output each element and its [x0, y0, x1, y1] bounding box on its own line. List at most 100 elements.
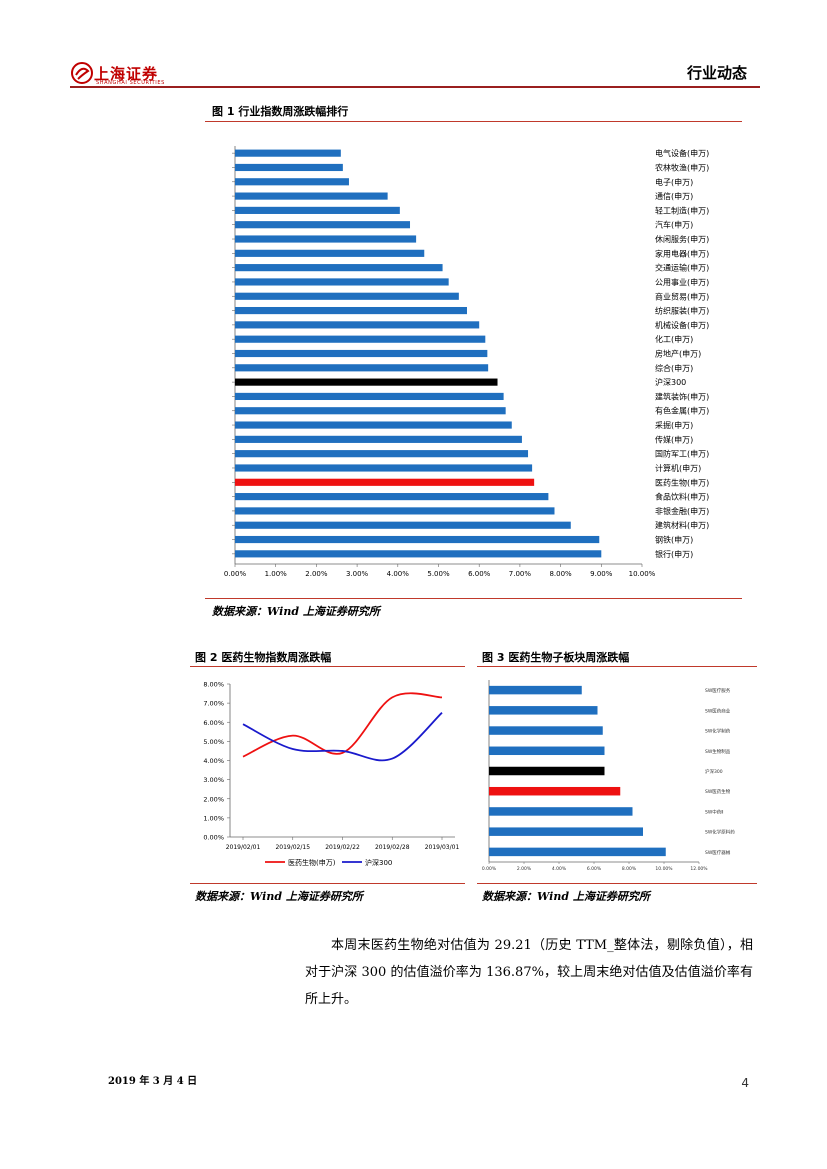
fig3-bottom-rule [477, 883, 757, 884]
fig1-category-label: 轻工制造(申万) [655, 205, 709, 215]
fig1-x-tick-label: 3.00% [346, 570, 369, 578]
fig1-category-label: 银行(申万) [655, 549, 693, 559]
fig1-bar [235, 407, 506, 415]
fig2-legend-label: 沪深300 [365, 858, 392, 867]
fig1-bar [235, 421, 512, 429]
fig1-bar [235, 493, 549, 501]
fig1-x-tick-label: 4.00% [387, 570, 410, 578]
fig1-category-label: 医药生物(申万) [655, 477, 709, 487]
paragraph-text: 本周末医药生物绝对估值为 29.21（历史 TTM_整体法，剔除负值），相对于沪… [305, 938, 753, 1007]
fig1-bar [235, 450, 529, 458]
fig1-chart: 电气设备(申万) 农林牧渔(申万) 电子(申万) 通信(申万) 轻工制造(申万) 汽车(申… [224, 146, 709, 578]
fig1-category-label: 建筑装饰(申万) [655, 391, 709, 401]
fig2-title: 图 2 医药生物指数周涨跌幅 [195, 651, 332, 664]
fig1-category-label: 通信(申万) [655, 191, 693, 201]
fig2-source: 数据来源：Wind 上海证券研究所 [195, 890, 363, 903]
fig3-category-label: SW生物制品 [705, 748, 731, 755]
fig1-category-label: 汽车(申万) [655, 220, 693, 230]
fig3-x-tick-label: 0.00% [482, 866, 497, 872]
fig2-series-line [242, 712, 443, 762]
fig3-source: 数据来源：Wind 上海证券研究所 [482, 890, 650, 903]
fig1-bar [235, 221, 411, 229]
fig1-bottom-rule [205, 598, 742, 599]
fig3-x-tick-label: 8.00% [622, 866, 637, 872]
fig1-category-label: 公用事业(申万) [655, 277, 709, 287]
fig1-category-label: 农林牧渔(申万) [655, 162, 709, 172]
fig3-x-tick-label: 10.00% [655, 866, 673, 872]
logo-subtext: SHANGHAI SECURITIES [96, 80, 165, 86]
fig1-x-tick-label: 7.00% [509, 570, 532, 578]
fig3-bar [489, 706, 598, 715]
fig2-x-tick-label: 2019/02/22 [325, 844, 360, 851]
header-title: 行业动态 [686, 64, 747, 82]
fig3-category-label: SW医药商业 [705, 707, 731, 714]
fig1-bar [235, 278, 449, 286]
fig3-category-label: SW医疗服务 [705, 687, 731, 694]
fig1-bar [235, 392, 504, 401]
fig1-category-label: 计算机(申万) [655, 463, 701, 473]
fig1-category-label: 交通运输(申万) [655, 263, 709, 273]
company-logo: 上海证券 SHANGHAI SECURITIES [70, 60, 170, 88]
fig1-category-label: 化工(申万) [655, 334, 693, 344]
fig1-x-tick-label: 6.00% [468, 570, 491, 578]
fig3-bar [489, 685, 582, 695]
fig1-category-label: 家用电器(申万) [655, 248, 709, 258]
fig1-x-tick-label: 1.00% [265, 570, 288, 578]
fig1-category-label: 有色金属(申万) [655, 406, 709, 416]
fig2-y-tick-label: 5.00% [203, 738, 224, 746]
fig1-category-label: 钢铁(申万) [655, 535, 693, 545]
fig3-category-label: SW医药生物 [705, 788, 731, 795]
fig1-category-label: 电子(申万) [655, 177, 693, 187]
fig1-category-label: 休闲服务(申万) [655, 234, 709, 244]
fig1-bar [235, 364, 489, 372]
fig1-x-tick-label: 2.00% [305, 570, 328, 578]
fig2-chart: 0.00% 1.00% 2.00% 3.00% 4.00% 5.00% 6.00% 7.00%… [203, 681, 460, 868]
fig3-bar [489, 726, 603, 735]
fig3-x-tick-label: 12.00% [690, 866, 708, 872]
body-paragraph: 本周末医药生物绝对估值为 29.21（历史 TTM_整体法，剔除负值），相对于沪… [305, 932, 753, 1013]
fig2-x-tick-label: 2019/03/01 [425, 844, 460, 851]
fig2-x-tick-label: 2019/02/28 [375, 844, 410, 851]
fig3-bar [489, 766, 605, 776]
fig3-category-label: SW化学原料药 [705, 829, 735, 836]
fig3-x-tick-label: 2.00% [517, 866, 532, 872]
fig1-bar [235, 507, 555, 515]
fig1-category-label: 商业贸易(申万) [655, 291, 709, 301]
fig1-bar [235, 321, 480, 329]
fig1-top-rule [205, 121, 742, 122]
fig1-category-label: 沪深300 [655, 377, 686, 387]
fig1-category-label: 国防军工(申万) [655, 449, 709, 459]
fig2-y-tick-label: 7.00% [203, 700, 224, 708]
fig1-bar [235, 178, 349, 186]
fig2-y-tick-label: 3.00% [203, 776, 224, 784]
fig3-x-tick-label: 6.00% [587, 866, 602, 872]
fig2-y-tick-label: 2.00% [203, 795, 224, 803]
fig2-y-tick-label: 1.00% [203, 814, 224, 822]
fig1-bar [235, 192, 388, 200]
fig3-title: 图 3 医药生物子板块周涨跌幅 [482, 651, 630, 664]
fig1-category-label: 机械设备(申万) [655, 320, 709, 330]
fig1-bar [235, 235, 417, 243]
fig1-category-label: 食品饮料(申万) [655, 492, 709, 502]
fig2-x-tick-label: 2019/02/01 [226, 844, 261, 851]
fig3-category-label: SW化学制药 [705, 728, 731, 735]
fig2-y-tick-label: 6.00% [203, 719, 224, 727]
fig3-x-tick-label: 4.00% [552, 866, 567, 872]
fig1-bar [235, 435, 522, 443]
fig1-bar [235, 249, 425, 257]
fig3-bar [489, 807, 633, 816]
fig1-bar [235, 550, 602, 558]
fig1-bar [235, 378, 498, 386]
fig2-y-tick-label: 4.00% [203, 757, 224, 765]
fig1-bar [235, 535, 600, 544]
fig1-bar [235, 292, 459, 300]
fig3-top-rule [477, 666, 757, 667]
fig1-bar [235, 464, 533, 472]
fig1-category-label: 建筑材料(申万) [655, 520, 709, 530]
fig1-category-label: 采掘(申万) [655, 420, 693, 430]
fig3-bar [489, 847, 666, 857]
fig3-category-label: SW中药Ⅱ [705, 808, 724, 815]
fig1-bar [235, 149, 341, 157]
fig3-bar [489, 746, 605, 756]
